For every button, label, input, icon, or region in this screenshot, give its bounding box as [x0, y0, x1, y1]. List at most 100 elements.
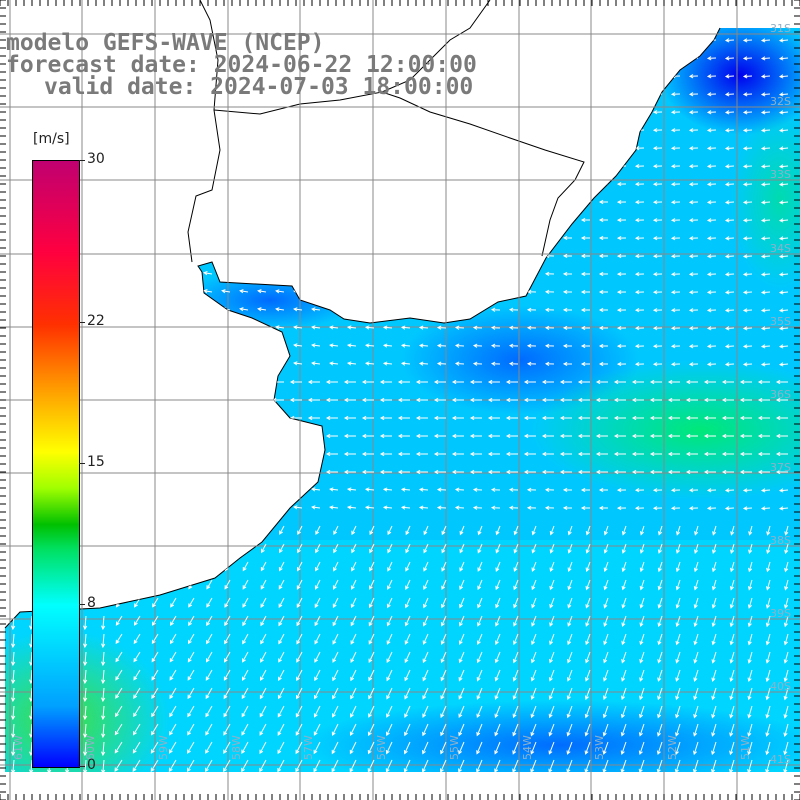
wind-arrow — [562, 505, 573, 511]
wind-arrow — [577, 433, 590, 439]
wind-arrow — [580, 361, 590, 367]
wind-arrow — [368, 705, 375, 718]
wind-arrow — [369, 525, 375, 536]
wind-arrow — [423, 543, 429, 554]
wind-arrow — [436, 487, 447, 492]
wind-arrow — [711, 561, 717, 573]
wind-arrow — [621, 543, 627, 554]
wind-arrow — [333, 561, 339, 572]
wind-arrow — [706, 362, 717, 367]
wind-arrow — [361, 451, 374, 457]
wind-arrow — [259, 705, 267, 718]
wind-arrow — [567, 543, 573, 554]
wind-arrow — [742, 326, 753, 331]
wind-arrow — [631, 397, 644, 403]
title-forecast-date: forecast date: 2024-06-22 12:00:00 — [6, 52, 477, 78]
wind-arrow — [397, 451, 410, 457]
wind-arrow — [778, 146, 789, 151]
wind-arrow — [242, 669, 249, 682]
wind-arrow — [778, 362, 789, 367]
wind-arrow — [505, 415, 518, 421]
wind-arrow — [530, 741, 537, 755]
wind-arrow — [783, 651, 789, 664]
wind-arrow — [101, 705, 106, 721]
wind-arrow — [778, 56, 789, 61]
wind-arrow — [476, 759, 483, 772]
wind-arrow — [760, 362, 771, 367]
wind-arrow — [567, 651, 573, 664]
wind-arrow — [631, 469, 644, 475]
wind-arrow — [747, 615, 753, 628]
wind-arrow — [494, 651, 501, 664]
wind-arrow — [223, 741, 231, 755]
wind-arrow — [505, 433, 518, 439]
wind-arrow — [297, 525, 303, 536]
wind-arrow — [11, 633, 16, 649]
wind-arrow — [603, 579, 609, 591]
wind-arrow — [703, 433, 716, 439]
wind-arrow — [403, 741, 411, 755]
wind-arrow — [742, 290, 753, 295]
wind-arrow — [711, 651, 717, 664]
wind-arrow — [151, 633, 159, 645]
wind-arrow — [670, 128, 681, 133]
wind-arrow — [778, 110, 789, 115]
wind-arrow — [477, 561, 483, 572]
wind-arrow — [748, 525, 753, 536]
wind-arrow — [469, 451, 482, 457]
wind-arrow — [775, 469, 788, 475]
wind-arrow — [721, 433, 734, 439]
wind-arrow — [314, 651, 321, 663]
wind-arrow — [349, 723, 357, 737]
wind-arrow — [114, 723, 123, 736]
wind-arrow — [577, 379, 590, 385]
wind-arrow — [476, 705, 483, 719]
wind-arrow — [567, 579, 573, 591]
wind-arrow — [620, 723, 627, 737]
wind-arrow — [476, 687, 483, 700]
wind-arrow — [315, 561, 321, 572]
wind-arrow — [657, 561, 663, 573]
wind-arrow — [458, 705, 465, 719]
wind-arrow — [364, 487, 375, 492]
wind-arrow — [404, 597, 411, 609]
wind-arrow — [296, 579, 303, 590]
wind-arrow — [325, 379, 338, 385]
wind-arrow — [387, 561, 393, 572]
wind-arrow — [766, 579, 771, 591]
wind-arrow — [313, 759, 321, 772]
wind-arrow — [454, 325, 465, 330]
wind-arrow — [346, 487, 357, 492]
wind-arrow — [580, 505, 590, 511]
wind-arrow — [206, 651, 213, 663]
wind-arrow — [616, 235, 627, 241]
wind-arrow — [784, 525, 789, 536]
wind-arrow — [548, 723, 555, 737]
wind-arrow — [296, 687, 303, 700]
wind-arrow — [83, 741, 88, 757]
wind-arrow — [487, 451, 500, 457]
wind-arrow — [382, 361, 393, 366]
wind-arrow — [585, 651, 591, 664]
wind-arrow — [688, 254, 699, 259]
wind-arrow — [11, 669, 16, 685]
wind-arrow — [675, 705, 681, 719]
wind-arrow — [325, 415, 338, 421]
wind-arrow — [168, 759, 177, 772]
wind-arrow — [297, 561, 303, 572]
wind-arrow — [169, 687, 177, 700]
wind-arrow — [423, 525, 429, 536]
wind-arrow — [101, 633, 106, 649]
wind-arrow — [151, 687, 159, 700]
wind-arrow — [382, 325, 393, 330]
wind-arrow — [379, 397, 392, 403]
wind-arrow — [400, 505, 411, 510]
wind-arrow — [598, 343, 608, 349]
wind-arrow — [549, 579, 555, 591]
wind-arrow — [187, 651, 195, 663]
wind-arrow — [548, 741, 555, 755]
wind-arrow — [706, 218, 717, 223]
wind-arrow — [188, 597, 195, 608]
wind-arrow — [652, 254, 663, 259]
latitude-label: 34S — [770, 242, 791, 255]
